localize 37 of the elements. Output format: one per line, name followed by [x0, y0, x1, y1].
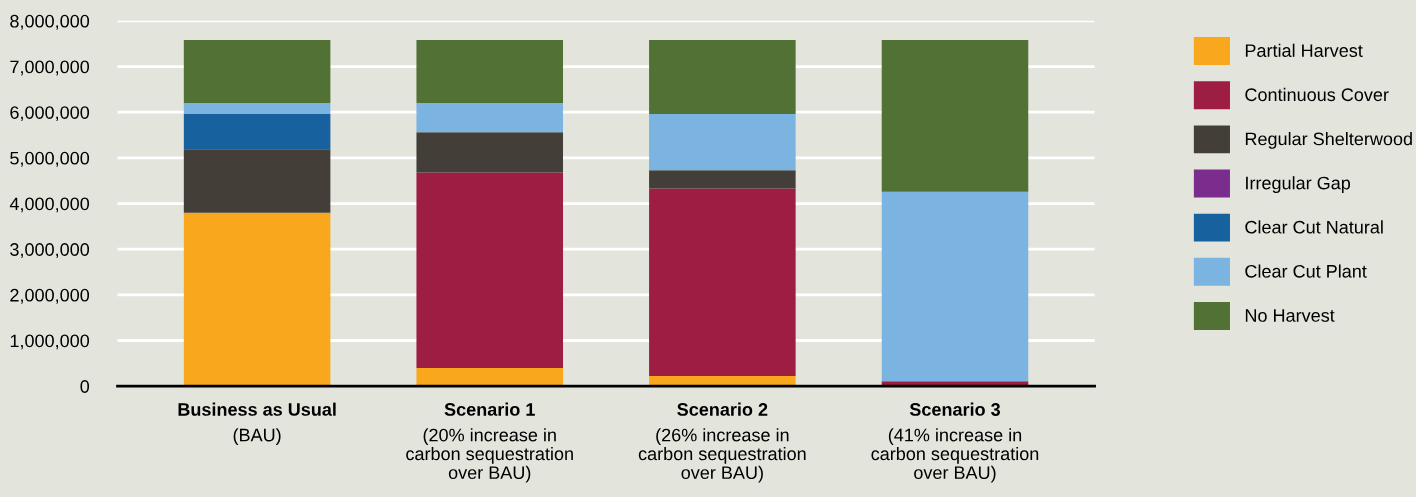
y-tick-label: 8,000,000 [10, 14, 90, 30]
bar [881, 191, 1029, 382]
bar [881, 40, 1029, 192]
x-tick-label: Scenario 1 (20% increase in carbon sequestration over BAU) [406, 402, 573, 483]
x-tick-label: Scenario 3 (41% increase in carbon sequestration over BAU) [871, 402, 1039, 483]
y-tick-label: 3,000,000 [10, 243, 90, 259]
y-tick-label: 1,000,000 [10, 334, 90, 350]
bar [183, 114, 331, 150]
bar [416, 40, 564, 104]
legend-label: No Harvest [1245, 309, 1335, 322]
legend-label: Partial Harvest [1245, 43, 1363, 57]
y-tick-label: 4,000,000 [9, 197, 90, 213]
bar [649, 188, 796, 377]
bar [183, 212, 331, 387]
bar [183, 149, 331, 213]
y-tick-label: 6,000,000 [10, 106, 90, 122]
legend-label: Clear Cut Natural [1245, 220, 1383, 234]
bar [416, 103, 564, 133]
legend-label: Continuous Cover [1245, 87, 1389, 102]
bar [649, 376, 796, 387]
bar [416, 367, 564, 387]
y-tick-label: 7,000,000 [10, 60, 90, 76]
legend-label: Irregular Gap [1246, 176, 1351, 193]
y-tick-label: 5,000,000 [10, 151, 90, 167]
y-tick-label: 2,000,000 [10, 288, 90, 304]
y-tick-label: 0 [80, 380, 90, 393]
bar [649, 40, 796, 115]
bar [416, 132, 564, 173]
bar [183, 103, 331, 115]
x-tick-label: Business as Usual (BAU) [178, 402, 336, 445]
bar [183, 40, 331, 104]
legend-label: Clear Cut Plant [1245, 264, 1367, 278]
bar [416, 172, 564, 368]
bar [649, 170, 796, 189]
legend-label: Regular Shelterwood [1245, 132, 1412, 149]
bar [649, 114, 796, 171]
x-tick-label: Scenario 2 (26% increase in carbon sequestration over BAU) [638, 402, 806, 483]
